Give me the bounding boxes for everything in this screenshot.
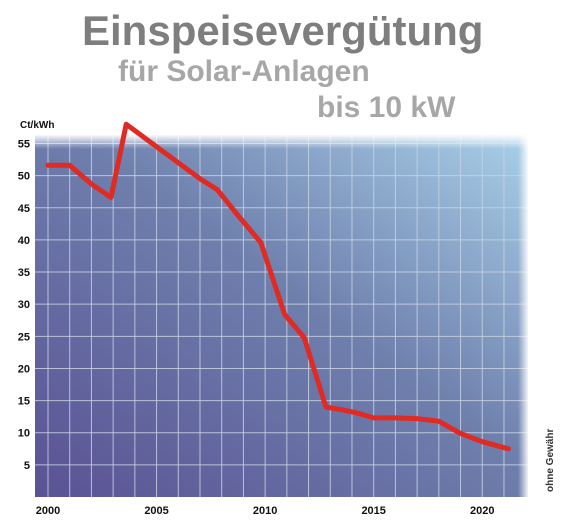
- x-tick-label: 2000: [36, 505, 60, 517]
- x-tick-label: 2015: [361, 505, 385, 517]
- chart-title: Einspeisevergütung: [82, 7, 483, 54]
- y-tick-label: 35: [18, 267, 30, 279]
- y-tick-label: 55: [18, 138, 30, 150]
- disclaimer-note: ohne Gewähr: [545, 429, 556, 492]
- y-axis-unit-label: Ct/kWh: [20, 120, 54, 131]
- chart-subtitle-2: bis 10 kW: [317, 91, 456, 124]
- x-tick-label: 2010: [253, 505, 277, 517]
- plot-right-fade: [518, 135, 528, 497]
- y-tick-label: 10: [18, 428, 30, 440]
- y-tick-label: 5: [24, 460, 30, 472]
- y-tick-label: 40: [18, 235, 30, 247]
- x-tick-label: 2005: [144, 505, 168, 517]
- y-tick-label: 20: [18, 363, 30, 375]
- plot-top-fade: [35, 135, 528, 149]
- y-tick-label: 25: [18, 331, 30, 343]
- data-layer: [45, 121, 511, 452]
- y-tick-label: 30: [18, 299, 30, 311]
- tick-labels: 5 10 15 20 25 30 35 40 45 50 55 2000 2005 2010 2015 202…: [18, 138, 495, 517]
- chart-subtitle-1: für Solar-Anlagen: [118, 55, 370, 88]
- y-tick-label: 15: [18, 396, 30, 408]
- y-tick-label: 45: [18, 203, 30, 215]
- x-tick-label: 2020: [470, 505, 494, 517]
- plot-background: [35, 135, 528, 497]
- series-line: [45, 121, 511, 452]
- y-tick-label: 50: [18, 171, 30, 183]
